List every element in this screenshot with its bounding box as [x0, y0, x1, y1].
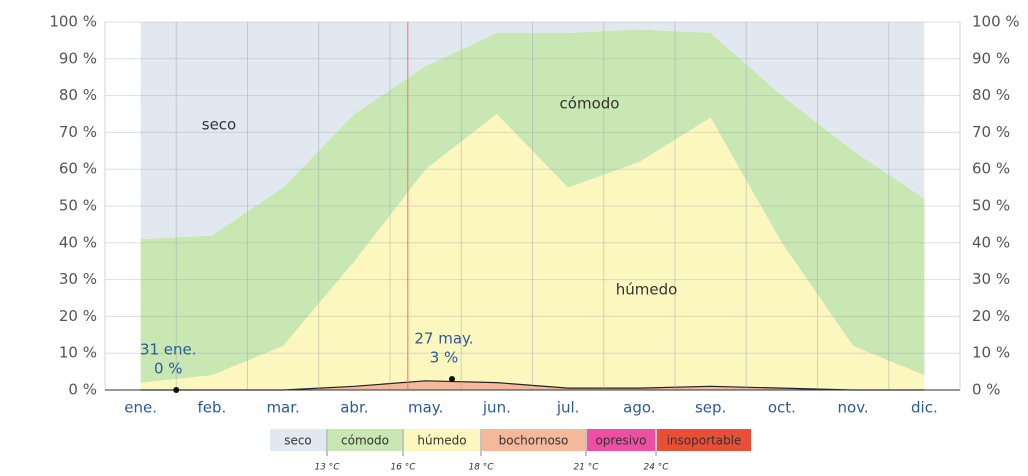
- legend-label: bochornoso: [499, 434, 569, 448]
- y-tick-label: 30 %: [59, 270, 97, 288]
- x-tick-label: mar.: [266, 399, 299, 417]
- threshold-label: 18 °C: [468, 463, 494, 473]
- annotation-date: 31 ene.: [140, 341, 197, 359]
- y-tick-label: 20 %: [59, 307, 97, 325]
- y-tick-label-right: 20 %: [972, 307, 1010, 325]
- x-tick-label: feb.: [197, 399, 226, 417]
- threshold-label: 13 °C: [314, 463, 340, 473]
- legend-swatch: [482, 429, 585, 451]
- legend-swatch: [404, 429, 480, 451]
- area-label: seco: [202, 116, 236, 134]
- y-tick-label-right: 40 %: [972, 233, 1010, 251]
- annotation-point: [173, 387, 180, 393]
- x-tick-label: oct.: [768, 399, 796, 417]
- legend-label: opresivo: [595, 434, 646, 448]
- y-tick-label-right: 50 %: [972, 197, 1010, 215]
- legend-label: insoportable: [667, 434, 742, 448]
- y-tick-label: 10 %: [59, 344, 97, 362]
- legend-label: seco: [284, 434, 312, 448]
- x-tick-label: sep.: [695, 399, 726, 417]
- threshold-label: 21 °C: [573, 463, 599, 473]
- y-tick-label-right: 0 %: [972, 381, 1001, 399]
- legend-label: cómodo: [341, 434, 389, 448]
- y-tick-label-right: 80 %: [972, 86, 1010, 104]
- y-tick-label: 40 %: [59, 233, 97, 251]
- y-tick-label: 50 %: [59, 197, 97, 215]
- x-tick-label: dic.: [911, 399, 938, 417]
- legend-swatch: [270, 429, 326, 451]
- area-5: [140, 22, 925, 240]
- y-tick-label: 70 %: [59, 123, 97, 141]
- area-3: [140, 114, 925, 390]
- y-tick-label: 100 %: [49, 13, 97, 31]
- annotation-date: 27 may.: [414, 329, 473, 347]
- threshold-label: 24 °C: [643, 463, 669, 473]
- area-label: húmedo: [616, 281, 678, 299]
- area-label: cómodo: [560, 95, 620, 113]
- x-tick-label: ago.: [623, 399, 655, 417]
- x-tick-label: abr.: [340, 399, 368, 417]
- y-tick-label-right: 90 %: [972, 49, 1010, 67]
- y-tick-label-right: 100 %: [972, 13, 1020, 31]
- x-tick-label: ene.: [124, 399, 157, 417]
- y-tick-label: 0 %: [68, 381, 97, 399]
- legend-swatch: [328, 429, 402, 451]
- annotation-value: 0 %: [154, 360, 183, 378]
- legend-label: húmedo: [417, 434, 466, 448]
- legend-swatch: [657, 429, 751, 451]
- x-tick-label: nov.: [838, 399, 869, 417]
- y-tick-label-right: 70 %: [972, 123, 1010, 141]
- legend-swatch: [587, 429, 655, 451]
- area-4: [140, 29, 925, 383]
- annotation-value: 3 %: [430, 348, 459, 366]
- y-tick-label-right: 10 %: [972, 344, 1010, 362]
- y-tick-label: 80 %: [59, 86, 97, 104]
- y-tick-label: 90 %: [59, 49, 97, 67]
- y-tick-label-right: 60 %: [972, 160, 1010, 178]
- annotation-point: [448, 375, 455, 382]
- x-tick-label: jul.: [556, 399, 580, 417]
- y-tick-label-right: 30 %: [972, 270, 1010, 288]
- threshold-label: 16 °C: [390, 463, 416, 473]
- y-tick-label: 60 %: [59, 160, 97, 178]
- x-tick-label: may.: [408, 399, 443, 417]
- x-tick-label: jun.: [482, 399, 511, 417]
